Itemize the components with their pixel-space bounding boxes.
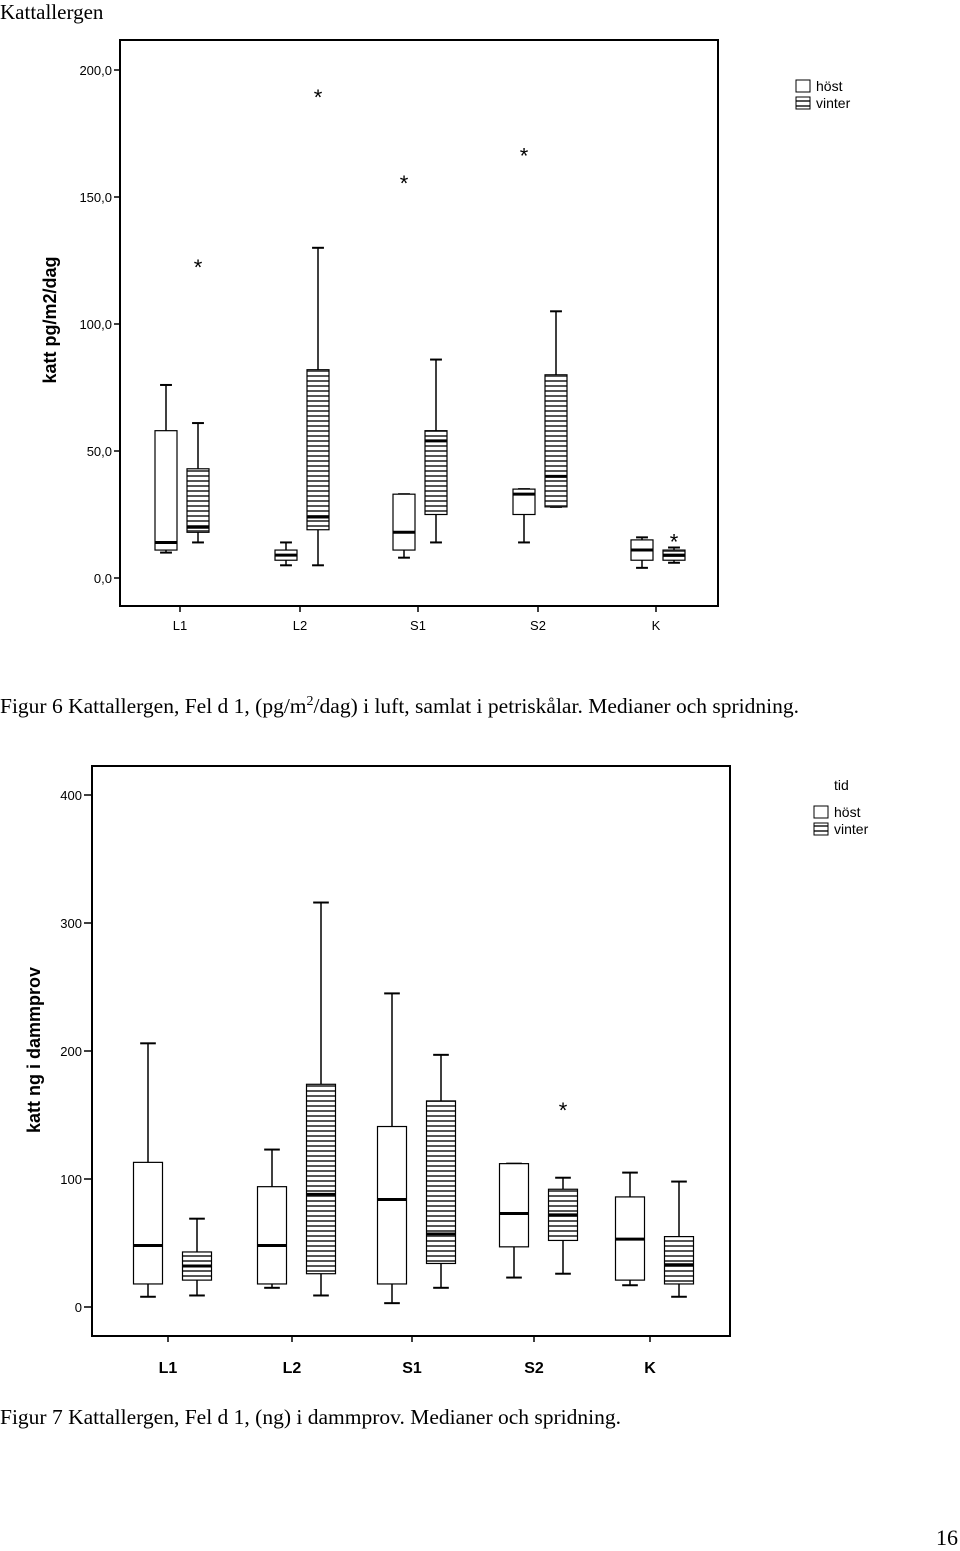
box-vinter-S1 [424, 358, 448, 544]
chart-2-boxplot: 0 100 200 300 400 katt ng i dammprov L1 L2 S1 S2 K… [24, 765, 869, 1377]
box-iqr [256, 1186, 288, 1285]
x-tick-label: K [652, 618, 661, 633]
outlier-star: * [670, 529, 679, 554]
legend-label: höst [834, 804, 861, 820]
x-tick-label: L1 [159, 1360, 178, 1377]
x-tick-label: L1 [173, 618, 187, 633]
outlier-star: * [520, 143, 529, 168]
box-vinter-K: * [662, 529, 686, 564]
box-vinter-L2: * [306, 85, 330, 567]
caption1-text: Figur 6 Kattallergen, Fel d 1, (pg/m [0, 694, 307, 719]
box-vinter-S2: * [547, 1098, 579, 1275]
x-tick-label: L2 [293, 618, 307, 633]
box-vinter-K [663, 1180, 695, 1298]
box-vinter-L1: * [186, 255, 210, 544]
y-axis-label: katt ng i dammprov [24, 967, 44, 1133]
legend-label: vinter [816, 95, 851, 111]
y-tick-label: 100 [60, 1172, 82, 1187]
box-höst-S1: * [392, 171, 416, 559]
box-vinter-S2 [544, 310, 568, 508]
box-höst-L1 [132, 1042, 164, 1298]
figure-7-caption: Figur 7 Kattallergen, Fel d 1, (ng) i da… [0, 1405, 621, 1429]
y-tick-label: 0 [75, 1300, 82, 1315]
y-axis-label: katt pg/m2/dag [40, 256, 60, 383]
y-tick-label: 300 [60, 916, 82, 931]
x-tick-label: S2 [530, 618, 546, 633]
box-vinter-L2 [305, 901, 337, 1297]
box-iqr [663, 1235, 695, 1285]
x-tick-label: S1 [410, 618, 426, 633]
box-iqr [154, 430, 178, 551]
legend-label: höst [816, 78, 843, 94]
outlier-star: * [559, 1098, 568, 1123]
box-höst-L2 [274, 541, 298, 567]
y-tick-label: 100,0 [79, 317, 112, 332]
box-höst-S2 [498, 1162, 530, 1279]
outlier-star: * [314, 85, 323, 110]
y-tick-label: 150,0 [79, 190, 112, 205]
x-tick-label: L2 [283, 1360, 302, 1377]
box-iqr [186, 468, 210, 533]
legend-swatch [813, 805, 829, 819]
caption1-superscript: 2 [306, 694, 314, 709]
page-number: 16 [936, 1525, 958, 1550]
y-tick-label: 50,0 [87, 444, 112, 459]
page-heading: Kattallergen [0, 0, 104, 24]
box-höst-L2 [256, 1148, 288, 1289]
figure-6-caption: Figur 6 Kattallergen, Fel d 1, (pg/m2/da… [0, 694, 799, 719]
legend-title: tid [834, 777, 849, 793]
y-tick-label: 200 [60, 1044, 82, 1059]
caption1-text-end: /dag) i luft, samlat i petriskålar. Medi… [313, 694, 799, 719]
plot-frame [119, 39, 719, 607]
box-höst-S1 [376, 992, 408, 1305]
legend-swatch [795, 96, 811, 110]
x-tick-label: K [644, 1360, 656, 1377]
box-iqr [425, 1100, 457, 1265]
x-tick-label: S2 [524, 1360, 544, 1377]
legend-swatch [795, 79, 811, 93]
outlier-star: * [194, 255, 203, 280]
x-tick-label: S1 [402, 1360, 422, 1377]
y-tick-label: 0,0 [94, 571, 112, 586]
box-iqr [392, 493, 416, 551]
legend-swatch [813, 822, 829, 836]
outlier-star: * [400, 171, 409, 196]
box-iqr [132, 1161, 164, 1285]
box-höst-L1 [154, 383, 178, 554]
box-iqr [306, 369, 330, 531]
box-iqr [544, 374, 568, 508]
box-iqr [498, 1163, 530, 1248]
box-iqr [305, 1083, 337, 1275]
box-iqr [424, 430, 448, 516]
box-höst-K [630, 536, 654, 569]
box-iqr [376, 1125, 408, 1285]
y-tick-label: 200,0 [79, 63, 112, 78]
box-vinter-L1 [181, 1217, 213, 1297]
box-höst-S2: * [512, 143, 536, 544]
chart-1-boxplot: 0,0 50,0 100,0 150,0 200,0 katt pg/m2/dag L1 L2… [40, 39, 851, 633]
legend-label: vinter [834, 821, 869, 837]
box-höst-K [614, 1171, 646, 1287]
y-tick-label: 400 [60, 788, 82, 803]
box-vinter-S1 [425, 1053, 457, 1289]
